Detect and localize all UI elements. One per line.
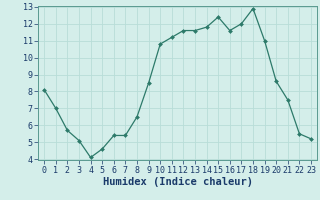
X-axis label: Humidex (Indice chaleur): Humidex (Indice chaleur) [103,177,252,187]
